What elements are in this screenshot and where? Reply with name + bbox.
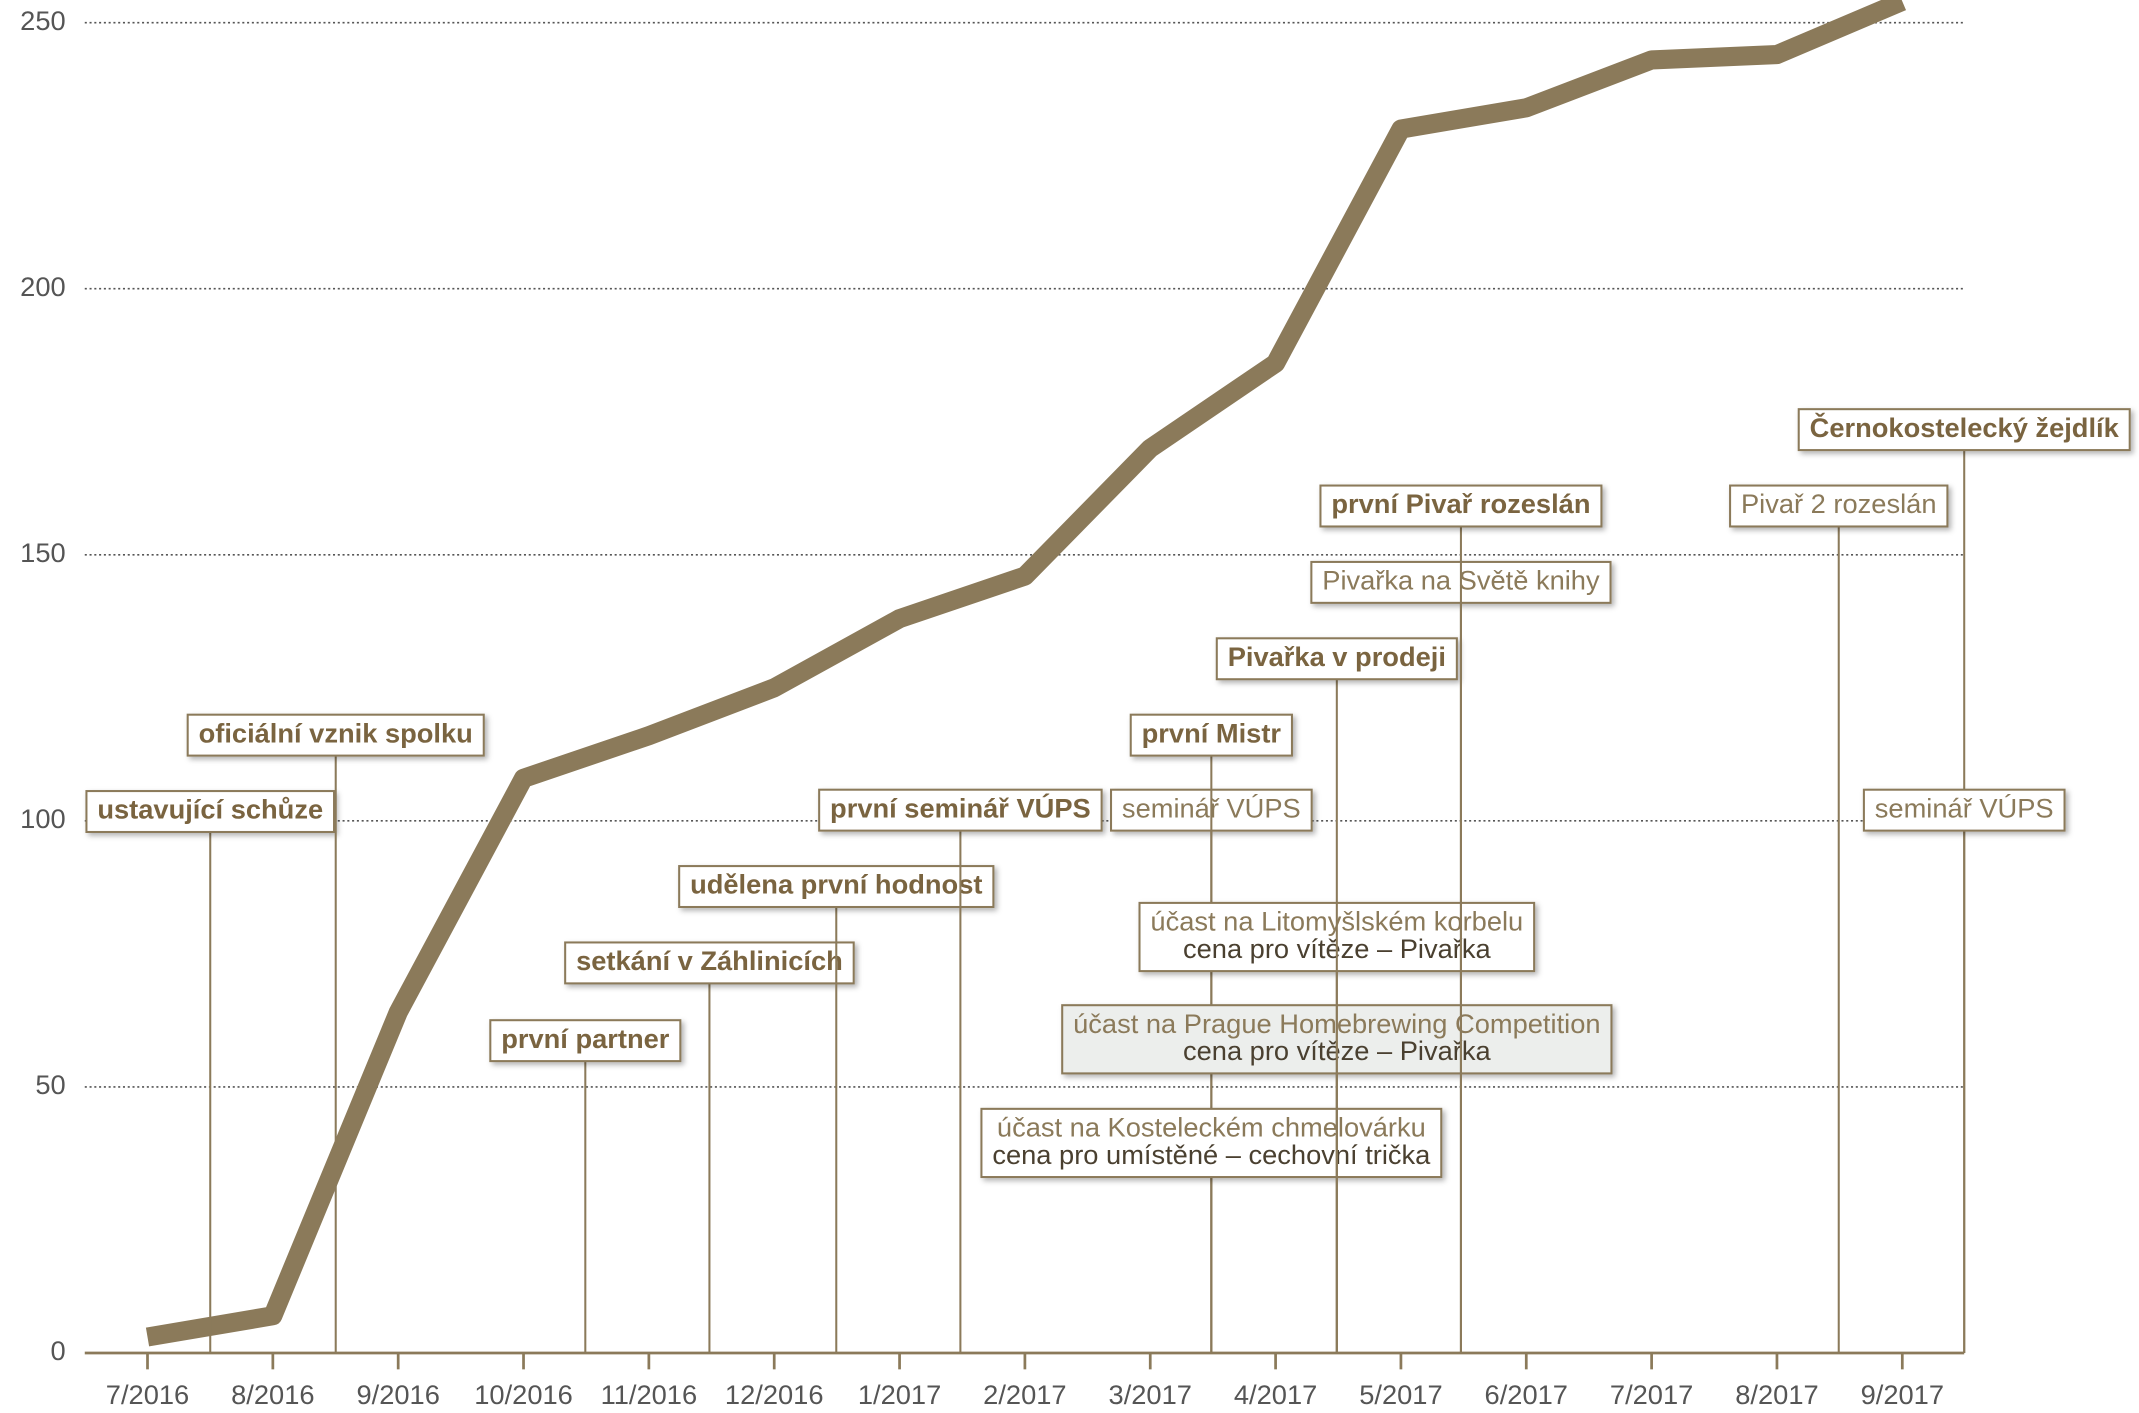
annotation-box	[678, 865, 995, 909]
annotation-text: seminář VÚPS	[1875, 792, 2054, 823]
annotation: první Pivař rozeslán	[1319, 484, 1603, 1353]
annotation-box	[980, 1107, 1443, 1179]
y-tick-label: 0	[50, 1335, 65, 1366]
annotation: první Mistr	[1129, 713, 1293, 1353]
data-line	[145, 0, 1907, 1347]
annotation: seminář VÚPS	[1862, 788, 2066, 1353]
x-tick-label: 9/2016	[356, 1379, 439, 1410]
annotation-box	[564, 941, 855, 985]
x-tick-label: 10/2016	[474, 1379, 573, 1410]
annotation-box	[85, 790, 336, 834]
annotation-box	[818, 788, 1103, 832]
annotation-text: účast na Kosteleckém chmelovárku	[997, 1112, 1426, 1143]
x-tick-label: 3/2017	[1109, 1379, 1192, 1410]
annotation-text: Pivařka v prodeji	[1228, 641, 1446, 672]
x-tick-label: 7/2016	[106, 1379, 189, 1410]
y-tick-label: 50	[35, 1069, 65, 1100]
annotation-text: Pivař 2 rozeslán	[1741, 488, 1937, 519]
annotation: Pivař 2 rozeslán	[1729, 484, 1949, 1353]
annotation-text: první Mistr	[1142, 717, 1282, 748]
x-tick-label: 8/2016	[231, 1379, 314, 1410]
annotation-text: první partner	[501, 1023, 670, 1054]
y-tick-label: 200	[20, 271, 65, 302]
annotation-box	[1729, 484, 1949, 528]
x-tick-label: 1/2017	[858, 1379, 941, 1410]
y-tick-label: 250	[20, 5, 65, 36]
annotations: ustavující schůze oficiální vznik spolku p…	[85, 408, 2131, 1353]
x-tick-label: 9/2017	[1861, 1379, 1944, 1410]
annotation-text: první Pivař rozeslán	[1331, 488, 1590, 519]
x-tick-label: 12/2016	[725, 1379, 824, 1410]
annotation-text: cena pro umístěné – cechovní trička	[992, 1139, 1431, 1170]
annotation-box	[186, 713, 485, 757]
annotation: ustavující schůze	[85, 790, 336, 1353]
annotation-box	[1319, 484, 1603, 528]
annotation-box	[1797, 408, 2131, 452]
annotation: první partner	[489, 1019, 682, 1353]
x-tick-label: 11/2016	[601, 1379, 698, 1410]
annotation: udělena první hodnost	[678, 865, 995, 1353]
x-tick-label: 2/2017	[983, 1379, 1066, 1410]
annotation: setkání v Záhlinicích	[564, 941, 855, 1353]
y-tick-label: 150	[20, 537, 65, 568]
annotation-text: ustavující schůze	[97, 794, 323, 825]
x-tick-label: 5/2017	[1359, 1379, 1442, 1410]
annotation-box	[489, 1019, 682, 1063]
annotation-text: Černokostelecký žejdlík	[1810, 412, 2120, 443]
x-tick-label: 4/2017	[1234, 1379, 1317, 1410]
annotation-text: udělena první hodnost	[690, 869, 982, 900]
annotation-box	[1215, 637, 1458, 681]
x-tick-label: 6/2017	[1485, 1379, 1568, 1410]
annotation-text: setkání v Záhlinicích	[576, 945, 843, 976]
annotation: oficiální vznik spolku	[186, 713, 485, 1353]
annotation: Pivařka v prodeji	[1215, 637, 1458, 1353]
annotation-box	[1862, 788, 2066, 832]
annotation: první seminář VÚPS	[818, 788, 1103, 1353]
annotation-text: oficiální vznik spolku	[199, 717, 473, 748]
y-tick-label: 100	[20, 803, 65, 834]
annotation-text: první seminář VÚPS	[830, 792, 1091, 823]
x-tick-label: 7/2017	[1610, 1379, 1693, 1410]
annotation-box	[1129, 713, 1293, 757]
x-tick-label: 8/2017	[1735, 1379, 1818, 1410]
